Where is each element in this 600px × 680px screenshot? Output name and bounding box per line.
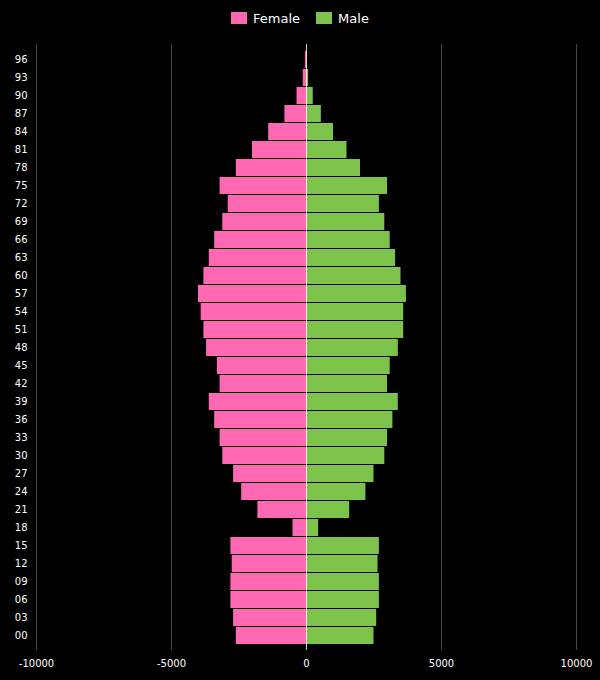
svg-text:39: 39	[15, 396, 28, 407]
svg-text:78: 78	[15, 162, 28, 173]
svg-text:5000: 5000	[429, 658, 454, 669]
svg-text:06: 06	[15, 594, 28, 605]
html-text:Male: Male	[338, 10, 369, 26]
svg-text:36: 36	[15, 414, 28, 425]
svg-text:60: 60	[15, 270, 28, 281]
svg-text:30: 30	[15, 450, 28, 461]
svg-text:63: 63	[15, 252, 28, 263]
svg-text:54: 54	[15, 306, 28, 317]
svg-text:69: 69	[15, 216, 28, 227]
svg-text:72: 72	[15, 198, 28, 209]
svg-text:-10000: -10000	[19, 658, 54, 669]
svg-text:24: 24	[15, 486, 28, 497]
svg-text:-5000: -5000	[157, 658, 186, 669]
svg-text:84: 84	[15, 126, 28, 137]
html-text:Female: Female	[253, 10, 301, 26]
svg-text:03: 03	[15, 612, 28, 623]
svg-text:57: 57	[15, 288, 28, 299]
svg-text:75: 75	[15, 180, 28, 191]
svg-text:90: 90	[15, 90, 28, 101]
svg-text:12: 12	[15, 558, 28, 569]
svg-text:21: 21	[15, 504, 28, 515]
svg-text:42: 42	[15, 378, 28, 389]
svg-text:10000: 10000	[561, 658, 593, 669]
svg-text:00: 00	[15, 630, 28, 641]
svg-text:93: 93	[15, 72, 28, 83]
svg-text:96: 96	[15, 54, 28, 65]
svg-text:18: 18	[15, 522, 28, 533]
svg-text:48: 48	[15, 342, 28, 353]
svg-text:66: 66	[15, 234, 28, 245]
svg-text:27: 27	[15, 468, 28, 479]
svg-text:45: 45	[15, 360, 28, 371]
svg-text:15: 15	[15, 540, 28, 551]
svg-text:33: 33	[15, 432, 28, 443]
svg-text:51: 51	[15, 324, 28, 335]
svg-text:87: 87	[15, 108, 28, 119]
svg-text:0: 0	[303, 658, 309, 669]
svg-text:81: 81	[15, 144, 28, 155]
svg-text:09: 09	[15, 576, 28, 587]
